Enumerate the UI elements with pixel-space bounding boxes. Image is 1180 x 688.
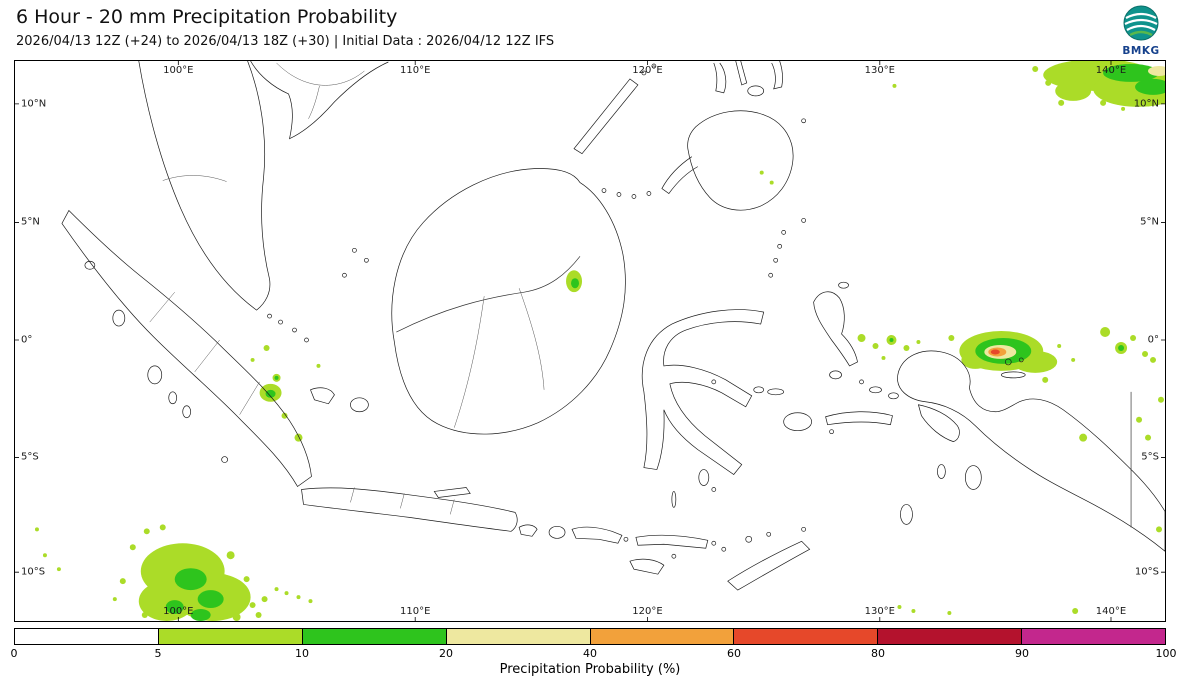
- coast-yapen: [1000, 371, 1026, 379]
- coast-borneo: [391, 168, 626, 435]
- coast-madura: [433, 487, 471, 498]
- bmkg-logo: BMKG: [1118, 4, 1164, 57]
- colorbar-tick: 20: [439, 647, 453, 660]
- coast-bali: [518, 524, 538, 537]
- coast-aru: [964, 465, 982, 490]
- colorbar-segment: [1021, 629, 1165, 644]
- coast-cebu: [735, 61, 748, 86]
- coast-buton: [698, 469, 710, 486]
- coast-sumatra: [61, 209, 312, 487]
- country-borders: [149, 62, 1132, 528]
- coast-tanimbar: [900, 504, 913, 525]
- precip-blob-northeast: [892, 61, 1165, 111]
- colorbar-segment: [15, 629, 158, 644]
- precip-blob-southwest: [34, 524, 313, 621]
- coastlines: [61, 61, 1165, 591]
- coast-leyte: [771, 61, 783, 90]
- coast-sumbawa: [571, 526, 623, 544]
- coast-papua: [897, 350, 1165, 552]
- coast-obi: [829, 370, 842, 380]
- coast-palawan: [573, 78, 639, 155]
- forecast-period-subtitle: 2026/04/13 12Z (+24) to 2026/04/13 18Z (…: [16, 34, 555, 49]
- precip-blob-papua: [857, 327, 1165, 442]
- coast-mindanao: [687, 110, 794, 211]
- colorbar-tick: 40: [583, 647, 597, 660]
- coast-malay-peninsula: [138, 61, 271, 311]
- bmkg-logo-icon: [1123, 5, 1159, 41]
- colorbar-segment: [301, 629, 446, 644]
- colorbar-tick-labels: 0 5 10 20 40 60 80 90 100: [10, 647, 1177, 660]
- coast-sumba: [629, 558, 665, 575]
- colorbar-tick: 0: [10, 647, 18, 660]
- colorbar-tick: 10: [295, 647, 309, 660]
- colorbar-segment: [157, 629, 302, 644]
- coast-morotai: [838, 281, 849, 289]
- colorbar-segment: [445, 629, 590, 644]
- coast-zamboanga: [661, 156, 698, 195]
- precip-specks-sumatra: [250, 344, 321, 442]
- colorbar-tick: 100: [1155, 647, 1177, 660]
- map: 100°E 110°E 120°E 130°E 140°E 100°E 110°E 120°…: [14, 60, 1166, 622]
- coast-bohol: [747, 85, 765, 97]
- page-title: 6 Hour - 20 mm Precipitation Probability: [16, 6, 398, 28]
- border-kalimantan-malaysia: [396, 256, 581, 333]
- coast-lombok: [548, 525, 566, 539]
- coast-negros: [713, 62, 727, 94]
- colorbar-segment: [733, 629, 878, 644]
- coast-seram: [825, 411, 893, 426]
- coast-biak: [1004, 358, 1012, 366]
- probability-colorbar: [14, 628, 1166, 645]
- precip-specks-misc: [566, 170, 1163, 616]
- colorbar-segment: [589, 629, 734, 644]
- bmkg-logo-label: BMKG: [1122, 45, 1160, 57]
- colorbar-title: Precipitation Probability (%): [499, 662, 681, 677]
- coast-belitung: [350, 397, 369, 413]
- coast-buru: [783, 412, 812, 432]
- coast-bomberai: [917, 404, 960, 443]
- coast-bangka: [310, 387, 335, 405]
- colorbar-tick: 90: [1015, 647, 1029, 660]
- coast-selayar: [671, 491, 677, 508]
- coast-indochina: [250, 61, 389, 140]
- colorbar-tick: 80: [871, 647, 885, 660]
- coast-ambon: [829, 429, 834, 435]
- coast-kai: [937, 464, 946, 479]
- coast-flores: [635, 534, 709, 549]
- grid-ticks: [15, 61, 1165, 621]
- colorbar-tick: 5: [154, 647, 162, 660]
- coast-timor: [727, 540, 811, 591]
- map-canvas: [15, 61, 1165, 621]
- coast-halmahera: [813, 291, 858, 367]
- coast-sulawesi: [641, 309, 765, 475]
- colorbar-tick: 60: [727, 647, 741, 660]
- precipitation-overlay: [34, 61, 1165, 621]
- coast-java: [301, 487, 518, 532]
- colorbar-segment: [877, 629, 1022, 644]
